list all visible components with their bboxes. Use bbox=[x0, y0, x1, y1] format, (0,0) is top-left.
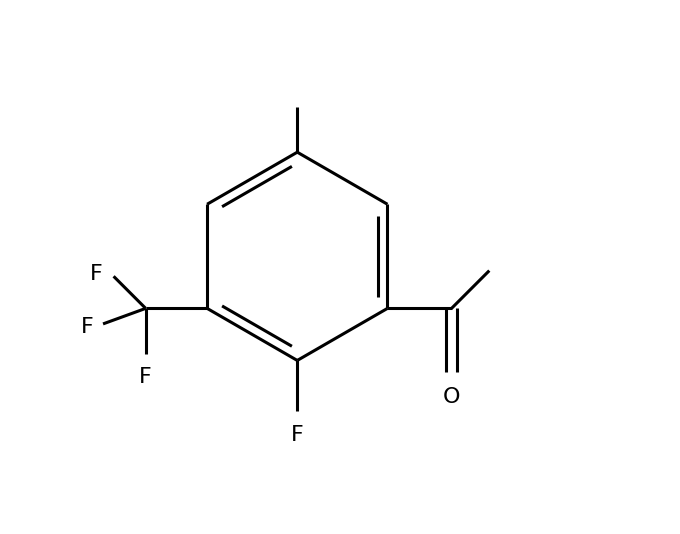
Text: O: O bbox=[443, 388, 460, 407]
Text: F: F bbox=[139, 367, 152, 387]
Text: F: F bbox=[81, 317, 93, 336]
Text: F: F bbox=[90, 264, 103, 284]
Text: F: F bbox=[291, 425, 304, 444]
